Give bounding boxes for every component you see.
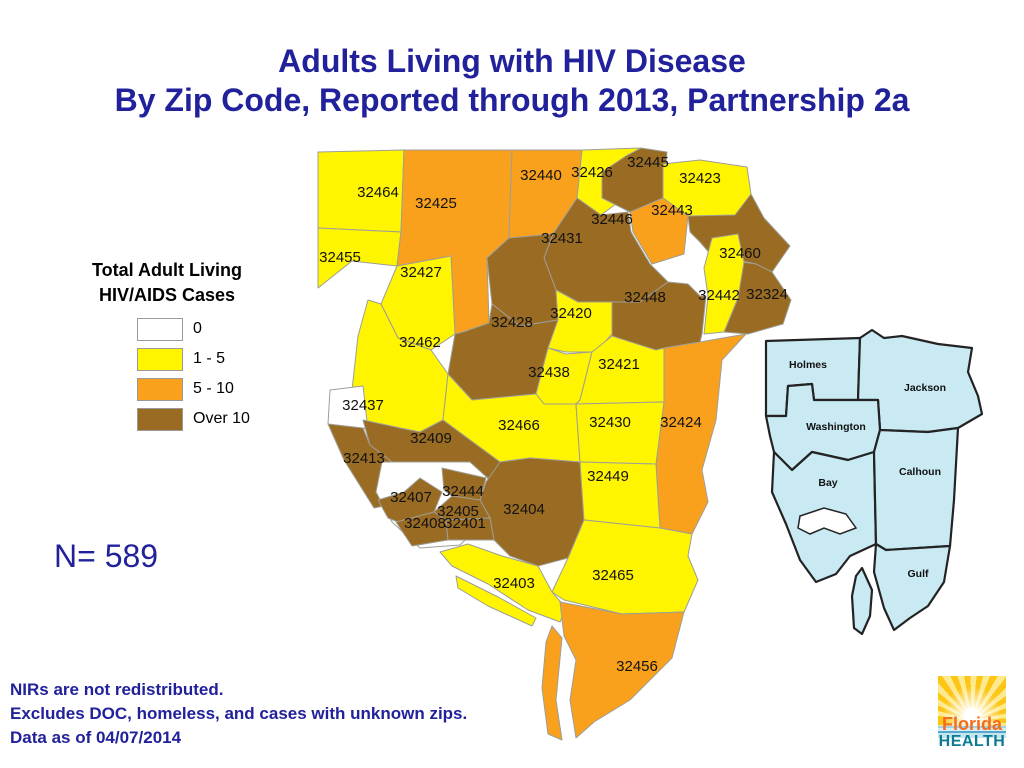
county-label: Calhoun xyxy=(899,466,941,478)
county-label: Gulf xyxy=(908,568,929,580)
legend-title: Total Adult Living HIV/AIDS Cases xyxy=(92,260,242,305)
logo-text-health: HEALTH xyxy=(938,733,1006,750)
zip-label: 32437 xyxy=(342,397,384,414)
legend-label: 0 xyxy=(193,320,202,337)
zip-label: 32464 xyxy=(357,184,399,201)
zip-label: 32407 xyxy=(390,489,432,506)
footnotes: NIRs are not redistributed. Excludes DOC… xyxy=(10,678,467,750)
zip-label: 32420 xyxy=(550,305,592,322)
zip-label: 32465 xyxy=(592,567,634,584)
inset-bay-water xyxy=(797,507,858,535)
footnote-line: NIRs are not redistributed. xyxy=(10,680,224,699)
sun-icon xyxy=(964,708,980,724)
legend-label: 5 - 10 xyxy=(193,380,234,397)
zip-label: 32324 xyxy=(746,286,788,303)
zip-label: 32431 xyxy=(541,230,583,247)
zip-label: 32440 xyxy=(520,167,562,184)
zip-label: 32421 xyxy=(598,356,640,373)
barrier-island xyxy=(455,575,537,627)
zip-label: 32426 xyxy=(571,164,613,181)
zip-label: 32449 xyxy=(587,468,629,485)
zip-region xyxy=(317,227,402,289)
zip-label: 32413 xyxy=(343,450,385,467)
slide-title-line1: Adults Living with HIV Disease xyxy=(278,43,746,79)
florida-health-logo: Florida HEALTH xyxy=(936,676,1008,764)
zip-label: 32442 xyxy=(698,287,740,304)
zip-label: 32466 xyxy=(498,417,540,434)
zip-label: 32423 xyxy=(679,170,721,187)
zip-region xyxy=(559,601,685,739)
zip-label: 32425 xyxy=(415,195,457,212)
logo-text-florida: Florida xyxy=(941,714,1002,734)
legend-label: 1 - 5 xyxy=(193,350,226,367)
zip-label: 32430 xyxy=(589,414,631,431)
zip-label: 32455 xyxy=(319,249,361,266)
county-label: Holmes xyxy=(789,359,827,371)
zip-labels: 32464 32455 32425 32427 32440 32426 32445 32423… xyxy=(319,154,788,675)
zip-label: 32427 xyxy=(400,264,442,281)
legend-swatch xyxy=(137,407,183,431)
county-label: Jackson xyxy=(904,382,946,394)
sea-stripe xyxy=(938,726,1006,738)
zip-region xyxy=(445,517,495,541)
zip-region xyxy=(629,197,689,265)
zip-label: 32448 xyxy=(624,289,666,306)
sunburst-icon xyxy=(938,676,1006,726)
zip-label: 32403 xyxy=(493,575,535,592)
legend-item-mid: 5 - 10 xyxy=(137,377,292,401)
county-region-gulf xyxy=(872,542,952,632)
zip-region xyxy=(575,401,665,465)
zip-label: 32405 xyxy=(437,503,479,520)
zip-label: 32438 xyxy=(528,364,570,381)
footnote-line: Data as of 04/07/2014 xyxy=(10,728,182,747)
zip-region xyxy=(655,333,747,535)
zip-label: 32428 xyxy=(491,314,533,331)
legend-item-zero: 0 xyxy=(137,317,292,341)
zip-label: 32404 xyxy=(503,501,545,518)
zip-label: 32460 xyxy=(719,245,761,262)
legend-label: Over 10 xyxy=(193,410,250,427)
zip-label: 32445 xyxy=(627,154,669,171)
zip-label: 32401 xyxy=(444,515,486,532)
zip-label: 32444 xyxy=(442,483,484,500)
zip-label: 32424 xyxy=(660,414,702,431)
zip-label: 32443 xyxy=(651,202,693,219)
footnote-line: Excludes DOC, homeless, and cases with u… xyxy=(10,704,468,723)
legend-item-high: Over 10 xyxy=(137,407,292,431)
legend-swatch xyxy=(137,347,183,371)
zip-label: 32446 xyxy=(591,211,633,228)
county-label: Washington xyxy=(806,421,866,433)
county-inset-map: Holmes Jackson Washington Bay Calhoun Gu… xyxy=(764,328,984,636)
map-legend: Total Adult Living HIV/AIDS Cases 0 1 - … xyxy=(62,258,292,438)
slide-title: Adults Living with HIV Disease By Zip Co… xyxy=(0,42,1024,120)
peninsula-spit xyxy=(541,625,563,741)
county-region-calhoun xyxy=(872,426,960,552)
total-count: N= 589 xyxy=(54,538,159,574)
zip-label: 32409 xyxy=(410,430,452,447)
county-label: Bay xyxy=(818,477,837,489)
zip-label: 32456 xyxy=(616,658,658,675)
legend-swatch xyxy=(137,317,183,341)
zip-regions xyxy=(317,147,792,741)
zip-label: 32462 xyxy=(399,334,441,351)
legend-item-low: 1 - 5 xyxy=(137,347,292,371)
legend-swatch xyxy=(137,377,183,401)
zip-label: 32408 xyxy=(404,515,446,532)
slide-title-line2: By Zip Code, Reported through 2013, Part… xyxy=(114,82,910,118)
inset-peninsula-spit xyxy=(850,566,874,636)
zip-region xyxy=(703,233,745,335)
